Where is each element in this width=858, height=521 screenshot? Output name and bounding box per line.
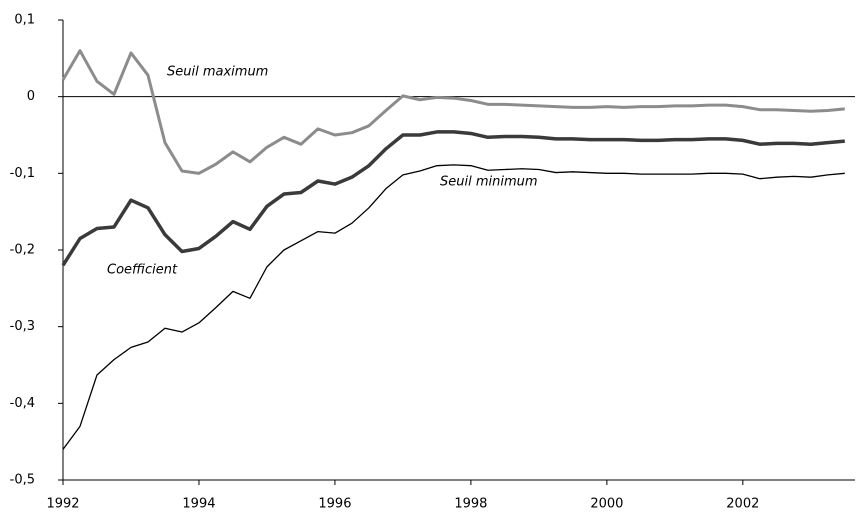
y-tick-label: -0,2 — [10, 243, 35, 258]
x-tick-label: 1996 — [318, 497, 351, 512]
y-tick-label: 0 — [27, 89, 35, 104]
x-tick-label: 1992 — [46, 497, 79, 512]
x-tick-label: 1998 — [454, 497, 487, 512]
x-tick-label: 1994 — [182, 497, 215, 512]
y-tick-label: 0,1 — [14, 13, 35, 28]
series-line — [61, 130, 845, 267]
series-line — [62, 164, 845, 450]
y-tick-label: -0,5 — [10, 473, 35, 488]
y-tick-label: -0,1 — [10, 166, 35, 181]
series-label: Seuil maximum — [167, 65, 268, 80]
y-tick-label: -0,4 — [10, 396, 35, 411]
y-tick-label: -0,3 — [10, 319, 35, 334]
series-line — [61, 49, 845, 175]
x-tick-label: 2000 — [590, 497, 623, 512]
series-label: Seuil minimum — [440, 175, 538, 190]
series-label: Coefficient — [107, 263, 178, 278]
x-tick-label: 2002 — [726, 497, 759, 512]
